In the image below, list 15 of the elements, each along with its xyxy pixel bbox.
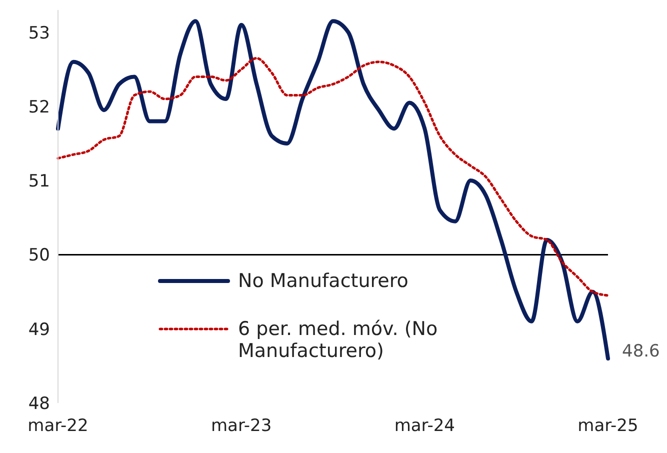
y-tick-label: 50: [28, 246, 50, 266]
y-tick-label: 52: [28, 97, 50, 118]
y-tick-label: 49: [28, 320, 50, 340]
x-tick-label: mar-25: [578, 416, 638, 436]
line-series: [56, 56, 610, 297]
y-tick-label: 51: [28, 172, 50, 192]
y-tick-label: 53: [28, 23, 50, 44]
x-tick-label: mar-22: [28, 416, 88, 436]
x-tick-label: mar-23: [211, 416, 272, 436]
x-tick-label: mar-24: [394, 416, 455, 436]
legend-label: No Manufacturero: [238, 270, 408, 292]
line-series: [56, 19, 610, 361]
y-tick-label: 48: [28, 394, 50, 414]
legend-label: 6 per. med. móv. (No Manufacturero): [238, 318, 439, 362]
data-label: 48.6: [622, 342, 660, 362]
